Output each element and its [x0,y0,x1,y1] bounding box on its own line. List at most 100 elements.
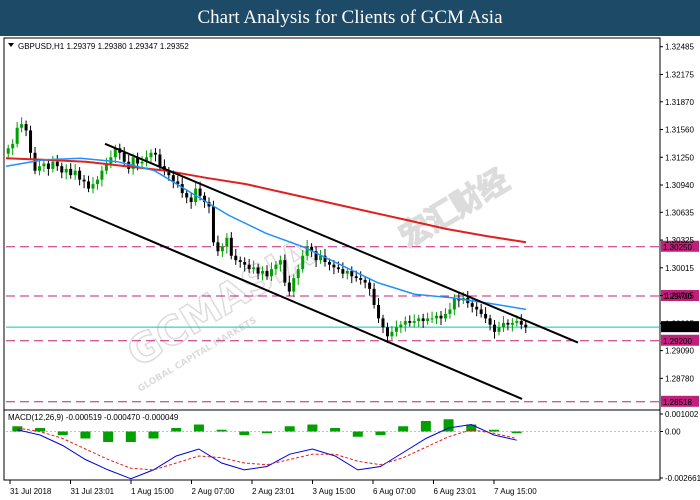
time-tick-label: 2 Aug 23:01 [252,487,295,496]
macd-histogram-bar [398,426,409,432]
candle-body [136,157,140,164]
candle-body [412,321,416,323]
candle-body [203,195,207,203]
candle-body [153,152,157,155]
candle-body [470,303,474,307]
macd-histogram-bar [57,431,68,436]
candle-body [113,148,117,158]
candle-body [506,322,510,325]
macd-main-line [17,423,517,480]
macd-signal-line [17,427,517,471]
symbol-line: GBPUSD,H1 1.29379 1.29380 1.29347 1.2935… [18,42,189,51]
time-tick-label: 1 Aug 15:00 [131,487,174,496]
macd-label: MACD(12,26,9) -0.000519 -0.000470 -0.000… [8,413,179,422]
macd-histogram-bar [193,424,204,432]
candle-body [100,170,104,180]
candle-body [247,264,251,270]
macd-histogram-bar [307,424,318,432]
candle-body [149,152,153,158]
candle-body [216,242,220,252]
candle-body [180,184,184,194]
candle-body [385,327,389,337]
candle-body [87,181,91,189]
candle-body [292,278,296,292]
price-tick-label: 1.31250 [665,153,694,162]
candle-body [430,318,434,320]
macd-histogram-bar [511,431,522,434]
candle-body [189,197,193,203]
candle-body [283,260,287,283]
macd-histogram-bar [420,421,431,432]
candle-body [399,324,403,328]
price-tick-label: 1.29705 [665,292,694,301]
candle-body [296,269,300,279]
macd-pane [3,409,661,481]
candle-body [171,175,175,182]
candle-body [51,161,55,169]
candle-body [377,304,381,319]
candle-body [24,124,28,131]
candle-body [104,163,108,171]
candle-body [493,324,497,332]
candle-body [408,321,412,323]
price-tick-label: 1.29090 [665,347,694,356]
candle-body [372,288,376,305]
candle-body [417,318,421,322]
price-tick-label: 1.31560 [665,126,694,135]
macd-histogram-bar [171,428,182,432]
candle-body [15,127,19,144]
candle-body [488,318,492,325]
candle-body [519,321,523,325]
price-tick-label: 1.30325 [665,236,694,245]
level-label: 1.29700 [663,292,692,301]
candle-body [234,255,238,261]
time-tick-label: 2 Aug 07:00 [192,487,235,496]
symbol-dropdown-icon[interactable] [8,43,14,47]
candle-body [225,237,229,247]
candle-body [185,193,189,198]
candle-body [426,318,430,322]
price-tick-label: 1.30015 [665,264,694,273]
moving-average-long [5,157,527,244]
candle-body [515,321,519,323]
macd-histogram-bar [103,431,114,442]
candle-body [256,267,260,274]
price-tick-label: 1.30635 [665,208,694,217]
candle-body [78,170,82,180]
candle-body [274,264,278,270]
candle-body [91,184,95,189]
candle-body [287,282,291,292]
price-tick-label: 1.32175 [665,70,694,79]
candle-body [484,313,488,319]
candle-body [381,318,385,328]
candle-body [265,270,269,277]
macd-histogram-bar [80,431,91,439]
candle-body [327,261,331,265]
macd-histogram-bar [375,431,386,436]
candle-body [269,269,273,277]
candle-body [305,246,309,256]
current-price-box [661,321,699,333]
trend-channel-lower [69,205,523,400]
candle-body [310,246,314,252]
time-tick-label: 6 Aug 23:01 [434,487,477,496]
level-label-box [661,290,699,302]
price-tick-label: 1.31870 [665,98,694,107]
candle-body [475,306,479,310]
time-tick-label: 31 Jul 23:01 [71,487,115,496]
candle-body [20,124,24,128]
candle-body [82,179,86,182]
candle-body [69,168,73,176]
trend-channel-upper [104,142,579,344]
macd-histogram-bar [284,426,295,432]
candle-body [243,261,247,265]
level-label: 1.29200 [663,337,692,346]
candle-body [131,157,135,169]
candle-body [167,170,171,176]
macd-histogram-bar [488,429,499,432]
candle-body [42,163,46,167]
candle-body [55,161,59,167]
candle-body [37,166,41,171]
time-tick-label: 6 Aug 07:00 [373,487,416,496]
